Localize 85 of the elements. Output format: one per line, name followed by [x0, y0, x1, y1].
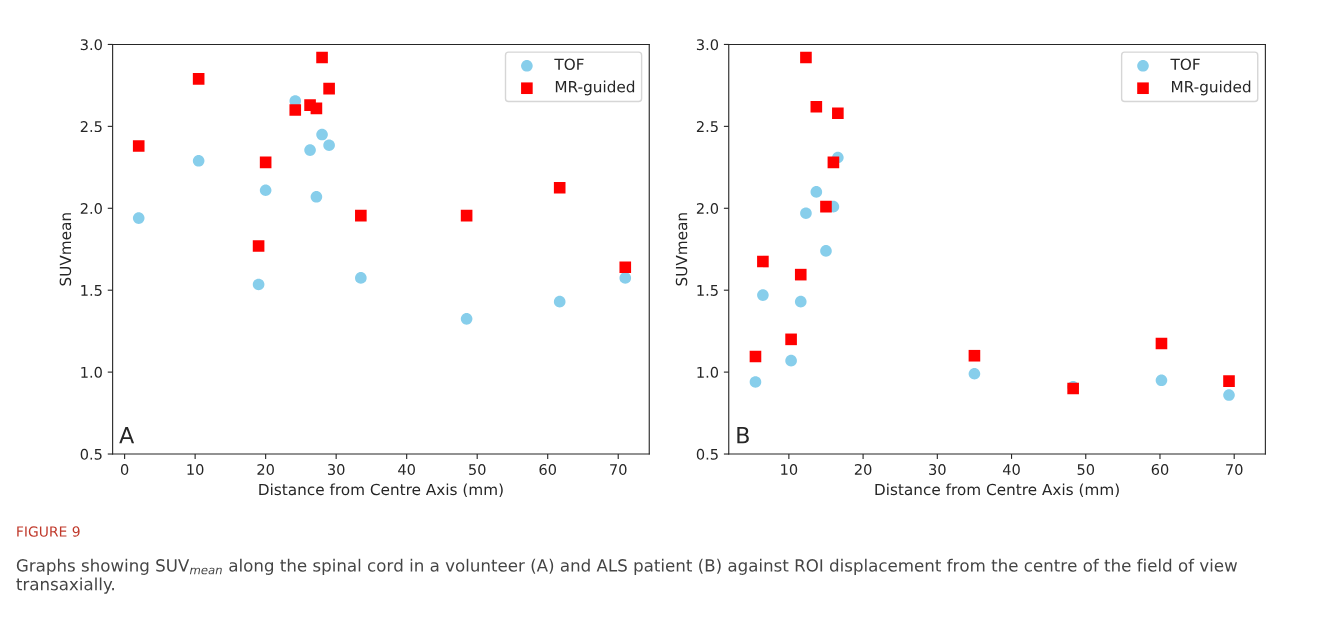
- x-tick-label: 10: [781, 464, 798, 476]
- legend-label: TOF: [1170, 58, 1200, 71]
- point: [785, 333, 797, 346]
- x-tick-label: 50: [469, 464, 486, 476]
- point: [832, 107, 844, 120]
- point: [252, 278, 265, 291]
- point: [316, 51, 328, 64]
- point: [132, 212, 145, 224]
- point: [460, 209, 473, 222]
- y-tick-label: 2.5: [696, 121, 718, 133]
- point: [827, 156, 840, 169]
- y-tick-label: 2.0: [696, 203, 719, 215]
- point: [619, 261, 632, 274]
- legend-label: TOF: [554, 58, 584, 71]
- y-tick-label: 0.5: [696, 448, 718, 460]
- point: [553, 295, 566, 308]
- text: Graphs showing SUV$_{mean}$ along the spinal cord in a volunteer (A) and ALS patient (B) against ROI displacement from the centre of the field of view transaxially.: [16, 558, 1237, 594]
- point: [800, 207, 812, 219]
- point: [323, 139, 335, 152]
- annotation: B: [737, 427, 749, 444]
- x-tick-label: 20: [854, 464, 872, 476]
- y-tick-label: 2.5: [80, 121, 102, 133]
- point: [968, 367, 981, 380]
- y-tick-label: 0.5: [80, 448, 102, 460]
- x-tick-label: 20: [257, 464, 274, 476]
- y-tick-label: 2.0: [80, 203, 102, 215]
- point: [968, 349, 981, 362]
- point: [460, 313, 473, 325]
- point: [820, 200, 832, 213]
- y-tick-label: 1.5: [697, 285, 718, 296]
- point: [794, 295, 807, 308]
- point: [355, 272, 367, 284]
- point: [316, 128, 328, 141]
- point: [289, 104, 302, 116]
- point: [553, 181, 566, 194]
- legend-label: MR-guided: [1172, 80, 1251, 96]
- x-tick-label: 10: [187, 464, 204, 476]
- point: [794, 268, 807, 281]
- point: [304, 144, 316, 156]
- point: [1155, 374, 1168, 387]
- x-axis-title: Distance from Centre Axis (mm): [259, 483, 503, 498]
- point: [757, 289, 769, 301]
- point: [310, 102, 323, 115]
- point: [757, 255, 769, 268]
- point: [132, 140, 145, 152]
- x-tick-label: 70: [610, 464, 627, 476]
- y-tick-label: 3.0: [80, 39, 102, 51]
- x-tick-label: 30: [929, 464, 946, 476]
- point: [1155, 337, 1168, 350]
- x-axis-title: Distance from Centre Axis (mm): [875, 483, 1119, 498]
- point: [355, 209, 367, 222]
- point: [192, 73, 205, 85]
- point: [810, 186, 823, 198]
- point: [323, 82, 335, 95]
- point: [259, 156, 272, 169]
- point: [259, 184, 272, 197]
- x-tick-label: 40: [1002, 464, 1020, 476]
- y-axis-title: SUVmean: [59, 213, 72, 286]
- point: [749, 350, 762, 363]
- x-tick-label: 60: [1151, 464, 1169, 476]
- annotation: A: [119, 427, 135, 444]
- x-tick-label: 60: [539, 464, 557, 476]
- y-tick-label: 1.5: [81, 285, 102, 296]
- x-tick-label: 50: [1077, 464, 1095, 476]
- x-tick-label: 70: [1226, 464, 1243, 476]
- point: [800, 51, 812, 64]
- point: [1223, 375, 1235, 387]
- point: [252, 240, 265, 252]
- x-tick-label: 40: [398, 464, 415, 476]
- y-axis-title: SUVmean: [675, 213, 688, 286]
- point: [820, 245, 832, 257]
- legend-label: MR-guided: [555, 80, 635, 96]
- y-tick-label: 3.0: [696, 39, 719, 51]
- point: [619, 272, 632, 284]
- point: [785, 354, 797, 367]
- y-tick-label: 1.0: [81, 366, 102, 378]
- point: [192, 154, 205, 167]
- y-tick-label: 1.0: [697, 366, 719, 378]
- point: [310, 191, 323, 203]
- point: [1223, 389, 1235, 401]
- point: [810, 100, 823, 113]
- point: [749, 376, 762, 388]
- caption: FIGURE 9: [17, 526, 80, 537]
- x-tick-label: 30: [327, 464, 345, 476]
- x-tick-label: 0: [120, 464, 129, 476]
